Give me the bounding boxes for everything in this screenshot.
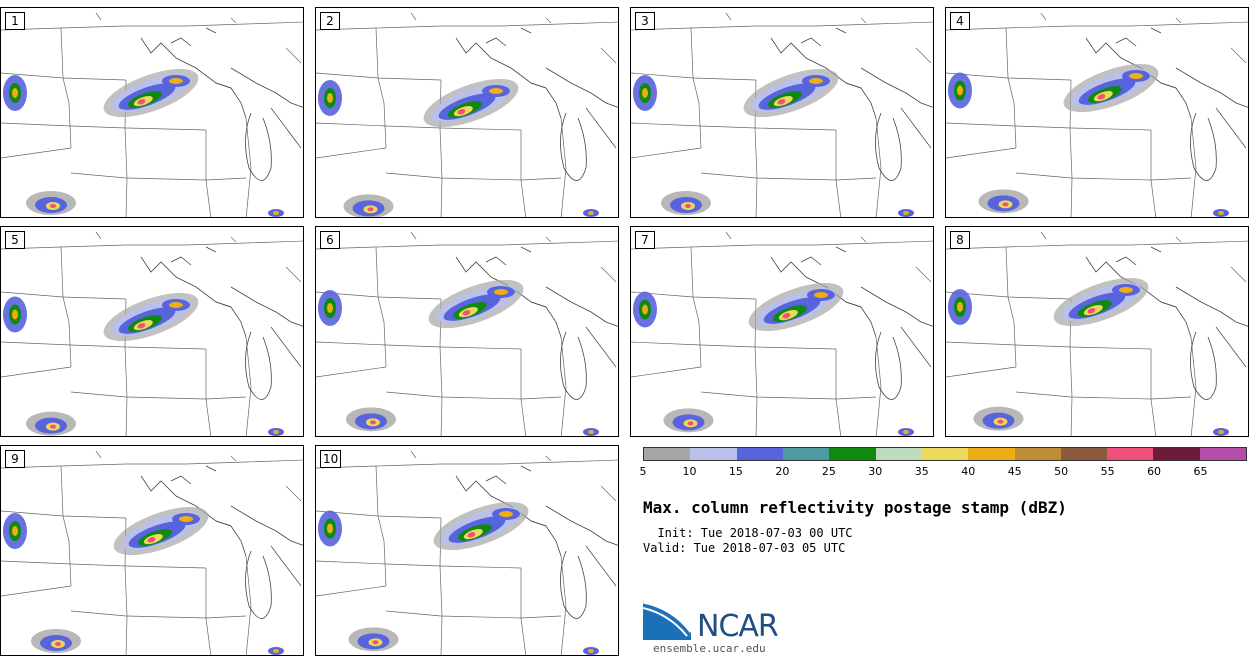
reflectivity-map [946,231,1248,436]
ensemble-member-panel: 10 [315,445,619,656]
reflectivity-map [316,450,618,655]
colorbar-segment [1060,448,1108,460]
colorbar-tick-label: 30 [868,465,883,478]
reflectivity-map [1,450,303,655]
colorbar-segment [644,448,691,460]
colorbar-segment [1199,448,1247,460]
valid-time: Valid: Tue 2018-07-03 05 UTC [643,541,846,555]
init-time: Init: Tue 2018-07-03 00 UTC [643,526,853,540]
member-label: 8 [950,231,970,249]
colorbar-segment [968,448,1015,460]
colorbar-tick-label: 35 [914,465,929,478]
figure-title: Max. column reflectivity postage stamp (… [643,498,1067,517]
colorbar-segment [875,448,922,460]
ensemble-member-panel: 9 [0,445,304,656]
ensemble-member-panel: 4 [945,7,1249,218]
colorbar-tick-label: 20 [775,465,790,478]
colorbar-tick-label: 25 [821,465,836,478]
colorbar-tick-label: 45 [1007,465,1022,478]
colorbar-segment [921,448,969,460]
reflectivity-map [316,12,618,217]
reflectivity-map [1,12,303,217]
ensemble-member-panel: 8 [945,226,1249,437]
member-label: 5 [5,231,25,249]
colorbar-tick-label: 5 [639,465,647,478]
member-label: 10 [320,450,342,468]
colorbar-segment [1153,448,1200,460]
colorbar-segment [1107,448,1154,460]
colorbar-segment [829,448,876,460]
colorbar-segment [1014,448,1061,460]
member-label: 3 [635,12,655,30]
member-label: 2 [320,12,340,30]
ensemble-member-panel: 7 [630,226,934,437]
website-url: ensemble.ucar.edu [653,642,766,655]
colorbar-tick-label: 60 [1147,465,1162,478]
logo-text: NCAR [697,609,779,644]
member-label: 1 [5,12,25,30]
member-label: 4 [950,12,970,30]
ncar-logo-icon [643,600,693,640]
ensemble-member-panel: 6 [315,226,619,437]
ensemble-member-panel: 5 [0,226,304,437]
colorbar-ticks: 5 10 15 20 25 30 35 40 45 50 55 60 65 [639,465,1247,479]
colorbar-tick-label: 10 [682,465,697,478]
colorbar-segment [782,448,830,460]
colorbar-tick-label: 50 [1054,465,1069,478]
colorbar-segment [736,448,783,460]
ensemble-member-panel: 1 [0,7,304,218]
member-label: 6 [320,231,340,249]
colorbar-segment [690,448,737,460]
member-label: 9 [5,450,25,468]
member-label: 7 [635,231,655,249]
colorbar-tick-label: 40 [961,465,976,478]
colorbar-tick-label: 15 [728,465,743,478]
ensemble-member-panel: 3 [630,7,934,218]
colorbar-tick-label: 55 [1100,465,1115,478]
ensemble-member-panel: 2 [315,7,619,218]
colorbar-tick-label: 65 [1193,465,1208,478]
reflectivity-map [946,12,1248,217]
reflectivity-map [1,231,303,436]
reflectivity-map [631,12,933,217]
reflectivity-map [316,231,618,436]
reflectivity-colorbar [643,447,1247,461]
reflectivity-map [631,231,933,436]
